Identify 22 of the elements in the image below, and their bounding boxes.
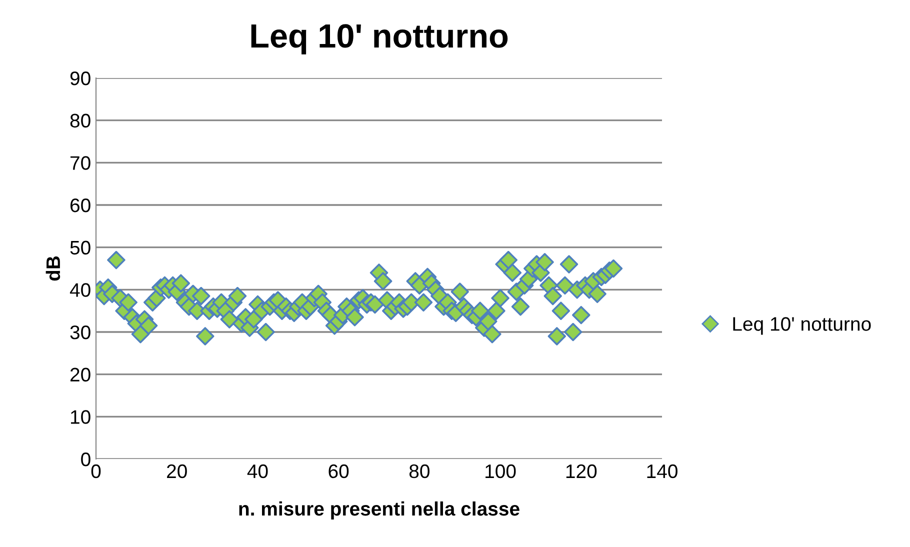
x-tick-label: 0 (91, 464, 101, 478)
y-tick-label: 10 (70, 410, 90, 424)
x-tick-label: 140 (647, 464, 678, 478)
y-tick-label: 80 (70, 114, 90, 128)
x-tick-label: 80 (409, 464, 430, 478)
x-tick-label: 100 (486, 464, 516, 478)
y-tick-label: 90 (70, 71, 90, 86)
x-axis-title: n. misure presenti nella classe (239, 501, 520, 520)
x-tick-label: 40 (247, 464, 268, 478)
y-axis-title: dB (46, 256, 60, 281)
y-tick-label: 50 (70, 240, 90, 255)
y-tick-label: 20 (70, 368, 90, 382)
x-tick-label: 20 (167, 464, 187, 478)
y-tick-label: 70 (70, 156, 90, 170)
y-tick-label: 0 (81, 452, 90, 466)
x-tick-label: 60 (328, 464, 349, 478)
chart-title: Leq 10' notturno (251, 24, 508, 54)
y-tick-label: 60 (70, 198, 90, 212)
legend-label: Leq 10' notturno (733, 317, 871, 335)
y-tick-label: 30 (70, 325, 90, 340)
x-tick-label: 120 (566, 464, 597, 478)
y-tick-label: 40 (70, 283, 90, 297)
